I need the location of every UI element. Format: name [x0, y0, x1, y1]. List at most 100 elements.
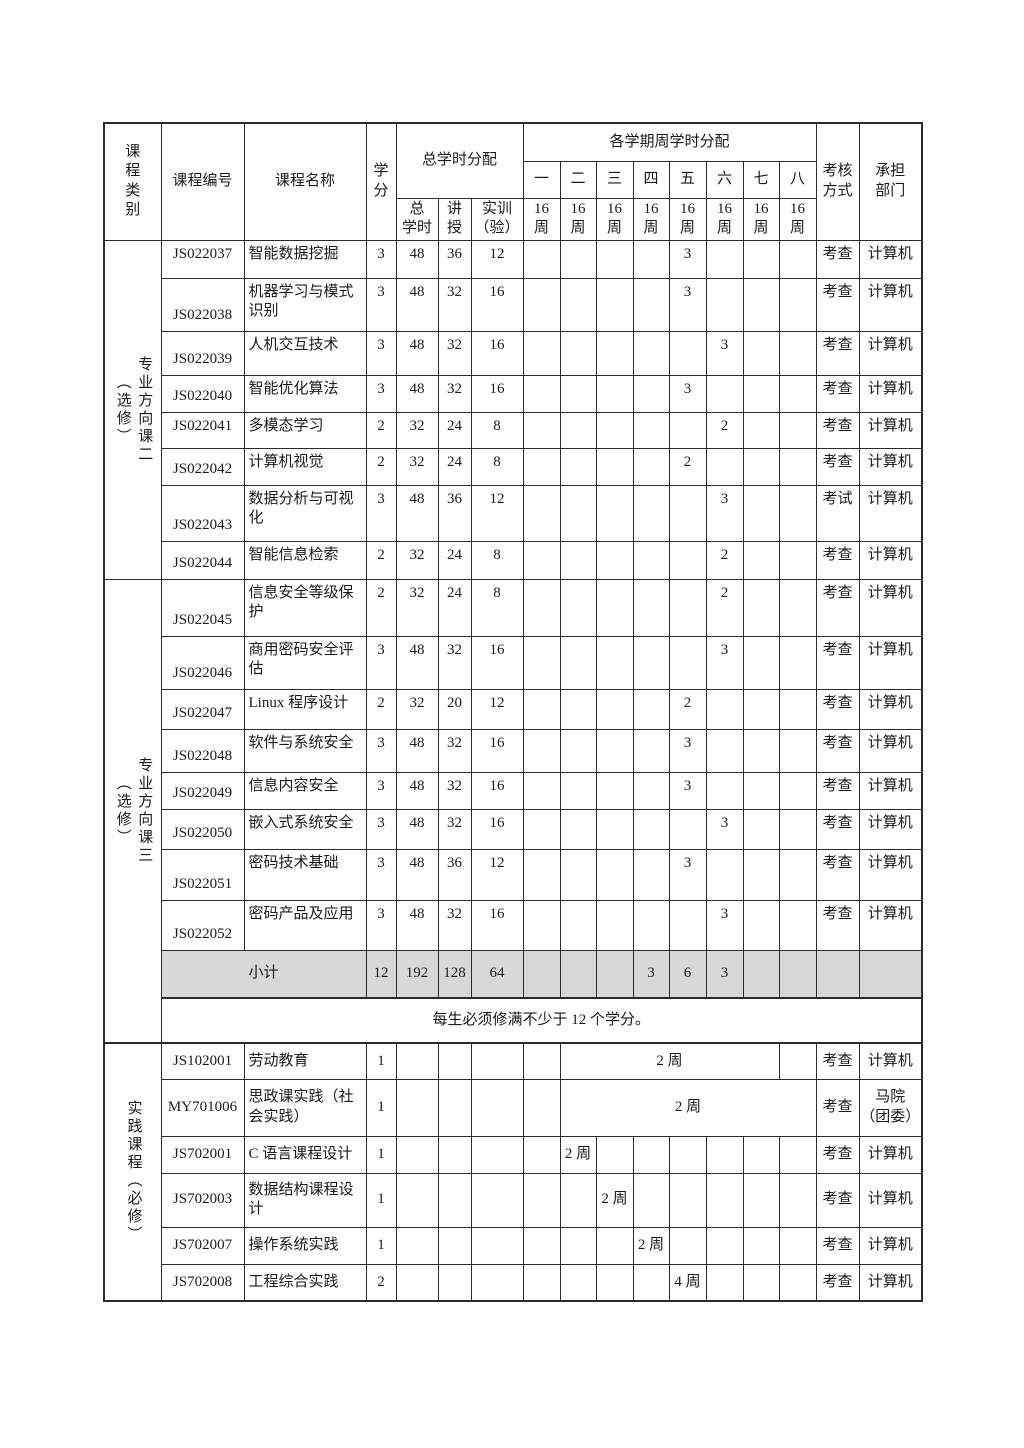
course-name-cell: 思政课实践（社 会实践） — [243, 1078, 367, 1137]
assessment-cell: 考查 — [815, 578, 860, 637]
department-cell: 计算机 — [858, 540, 923, 580]
semester-cell — [632, 330, 670, 376]
semester-cell — [632, 688, 670, 730]
header-weeks-7: 16 周 — [742, 197, 780, 241]
semester-cell — [778, 411, 817, 449]
course-row: JS022038 机器学习与模式 识别 3 48 32 16 3 考查 计算机 — [104, 277, 923, 332]
semester-cell — [595, 808, 634, 850]
total-hours-cell: 32 — [395, 447, 439, 486]
course-name-cell: 软件与系统安全 — [243, 728, 367, 773]
course-row: JS022051 密码技术基础 3 48 36 12 3 考查 计算机 — [104, 848, 923, 901]
semester-cell: 2 周 — [632, 1226, 670, 1265]
credits-cell: 3 — [365, 374, 397, 413]
semester-cell — [778, 239, 817, 279]
header-weeks-3: 16 周 — [595, 197, 634, 241]
course-code-cell: JS022045 — [160, 578, 245, 637]
course-name-cell: 多模态学习 — [243, 411, 367, 449]
semester-cell — [705, 1172, 744, 1228]
lecture-hours-cell: 32 — [437, 899, 472, 951]
header-weeks-5: 16 周 — [668, 197, 707, 241]
semester-cell — [522, 484, 561, 542]
header-semester-7: 七 — [742, 160, 780, 199]
course-row: JS022048 软件与系统安全 3 48 32 16 3 考查 计算机 — [104, 728, 923, 773]
semester-cell — [742, 899, 780, 951]
course-name-cell: C 语言课程设计 — [243, 1135, 367, 1174]
semester-cell — [742, 1263, 780, 1302]
semester-cell — [778, 688, 817, 730]
total-hours-cell — [395, 1042, 439, 1080]
semester-cell — [632, 1263, 670, 1302]
semester-cell — [778, 728, 817, 773]
subtotal-total-cell: 192 — [395, 949, 439, 999]
semester-cell — [668, 1172, 707, 1228]
header-credits: 学 分 — [365, 122, 397, 241]
semester-cell: 3 — [668, 771, 707, 810]
course-code-cell: JS022048 — [160, 728, 245, 773]
credits-cell: 3 — [365, 899, 397, 951]
semester-cell — [522, 239, 561, 279]
semester-cell — [559, 447, 597, 486]
header-lecture-hours: 讲授 — [437, 197, 472, 241]
semester-cell — [595, 374, 634, 413]
semester-cell — [632, 239, 670, 279]
assessment-cell: 考查 — [815, 848, 860, 901]
course-code-cell: JS702008 — [160, 1263, 245, 1302]
course-name-cell: 计算机视觉 — [243, 447, 367, 486]
header-department: 承担 部门 — [858, 122, 923, 241]
department-cell: 计算机 — [858, 1135, 923, 1174]
total-hours-cell: 48 — [395, 330, 439, 376]
semester-cell — [522, 728, 561, 773]
total-hours-cell: 48 — [395, 239, 439, 279]
practice-hours-cell: 16 — [470, 899, 524, 951]
header-semester-8: 八 — [778, 160, 817, 199]
lecture-hours-cell: 20 — [437, 688, 472, 730]
semester-cell — [778, 447, 817, 486]
category-text: 实践课程（必修） — [125, 1100, 142, 1244]
department-cell: 计算机 — [858, 374, 923, 413]
semester-cell — [705, 1263, 744, 1302]
semester-cell — [705, 239, 744, 279]
credits-cell: 2 — [365, 1263, 397, 1302]
semester-cell — [668, 808, 707, 850]
total-hours-cell: 48 — [395, 808, 439, 850]
department-cell: 计算机 — [858, 1042, 923, 1080]
category-cell: 专业方向课三 （选修） — [103, 578, 162, 1044]
practice-hours-cell: 16 — [470, 635, 524, 690]
semester-cell — [778, 1042, 817, 1080]
course-name-cell: 商用密码安全评 估 — [243, 635, 367, 690]
semester-cell — [522, 411, 561, 449]
semester-cell — [595, 540, 634, 580]
assessment-cell: 考查 — [815, 374, 860, 413]
semester-cell — [778, 277, 817, 332]
assessment-cell: 考查 — [815, 1135, 860, 1174]
semester-cell — [522, 1135, 561, 1174]
lecture-hours-cell: 32 — [437, 330, 472, 376]
course-name-cell: 信息内容安全 — [243, 771, 367, 810]
semester-cell — [522, 688, 561, 730]
subtotal-department-cell — [858, 949, 923, 999]
course-code-cell: JS022051 — [160, 848, 245, 901]
category-paren-text: （选修） — [114, 373, 131, 446]
semester-cell — [742, 447, 780, 486]
header-course-code: 课程编号 — [160, 122, 245, 241]
total-hours-cell: 48 — [395, 848, 439, 901]
assessment-cell: 考查 — [815, 771, 860, 810]
course-code-cell: JS022043 — [160, 484, 245, 542]
course-code-cell: JS022040 — [160, 374, 245, 413]
category-text: 专业方向课二 — [136, 355, 153, 464]
semester-cell — [522, 771, 561, 810]
semester-cell — [668, 411, 707, 449]
semester-cell — [522, 848, 561, 901]
practice-hours-cell: 12 — [470, 239, 524, 279]
course-row: 实践课程（必修） JS102001 劳动教育 1 2 周考查 计算机 — [103, 1042, 923, 1302]
assessment-cell: 考查 — [815, 728, 860, 773]
credits-cell: 3 — [365, 848, 397, 901]
semester-cell — [559, 277, 597, 332]
category-vertical-label: 专业方向课二 （选修） — [105, 241, 160, 578]
practice-hours-cell: 16 — [470, 728, 524, 773]
credits-cell: 3 — [365, 239, 397, 279]
course-row: JS022043 数据分析与可视 化 3 48 36 12 3 考试 计算机 — [104, 484, 923, 542]
course-name-cell: 智能信息检索 — [243, 540, 367, 580]
semester-cell: 4 周 — [668, 1263, 707, 1302]
course-code-cell: JS022042 — [160, 447, 245, 486]
